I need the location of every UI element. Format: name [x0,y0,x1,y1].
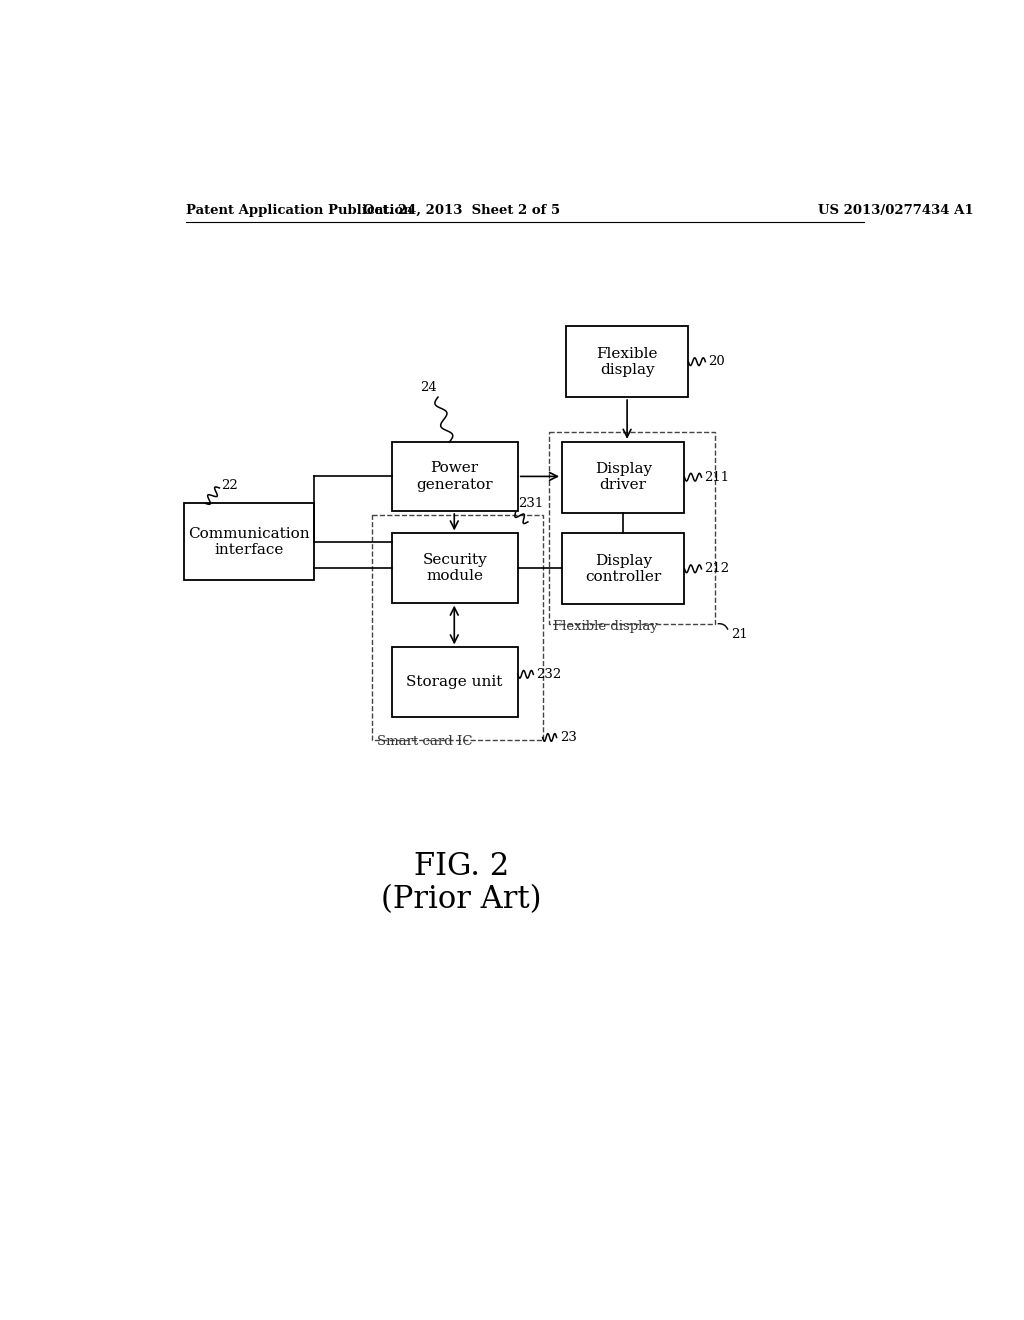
Text: 211: 211 [705,471,730,483]
Text: 231: 231 [518,498,543,511]
Text: Storage unit: Storage unit [407,675,503,689]
Bar [562,442,684,512]
Bar [372,515,543,739]
Text: Power
generator: Power generator [417,461,493,491]
Text: FIG. 2: FIG. 2 [414,851,509,882]
Text: Flexible
display: Flexible display [596,347,657,376]
Text: 24: 24 [420,381,437,395]
Bar [549,432,716,624]
Text: (Prior Art): (Prior Art) [381,883,542,915]
Bar [562,533,684,605]
Text: Display
driver: Display driver [595,462,652,492]
Text: Flexible display: Flexible display [554,619,658,632]
Bar [183,503,314,581]
Text: 20: 20 [709,355,725,368]
Text: Communication
interface: Communication interface [188,527,309,557]
Text: 22: 22 [221,479,238,492]
Bar [391,442,518,511]
Text: 21: 21 [731,628,748,640]
Text: Security
module: Security module [422,553,487,583]
Text: Display
controller: Display controller [585,553,662,583]
Text: Smart card IC: Smart card IC [377,735,472,748]
Text: 212: 212 [705,562,730,576]
Text: 23: 23 [560,731,577,744]
Bar [391,647,518,717]
Text: Patent Application Publication: Patent Application Publication [186,205,413,218]
Text: US 2013/0277434 A1: US 2013/0277434 A1 [818,205,974,218]
Bar [566,326,688,397]
Bar [391,533,518,603]
Text: 232: 232 [537,668,562,681]
Text: Oct. 24, 2013  Sheet 2 of 5: Oct. 24, 2013 Sheet 2 of 5 [362,205,560,218]
